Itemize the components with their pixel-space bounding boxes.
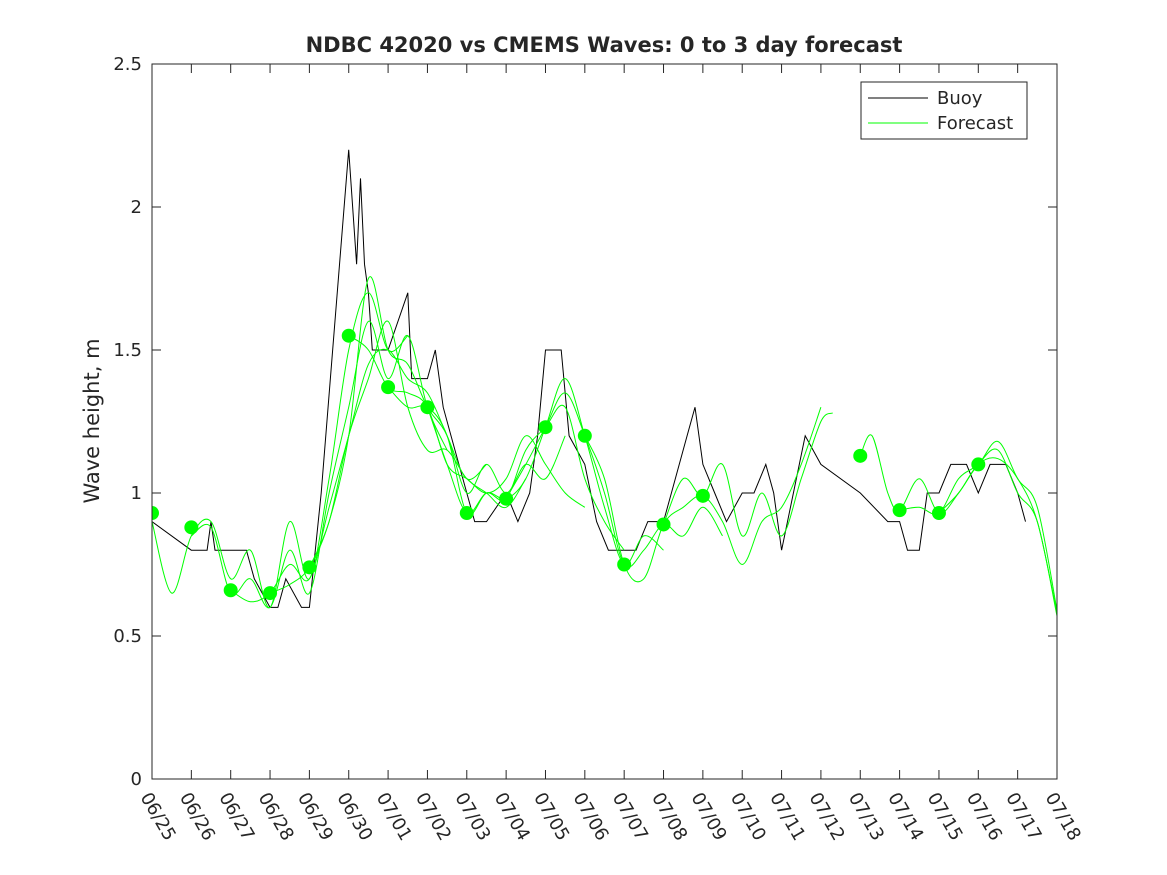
x-tick-label: 07/01: [372, 789, 416, 844]
y-tick-label: 0: [131, 769, 142, 790]
forecast-marker: [184, 520, 199, 535]
x-tick-label: 07/09: [687, 789, 731, 844]
forecast-marker: [341, 328, 356, 343]
forecast-marker: [302, 560, 317, 575]
x-tick-label: 06/26: [175, 789, 219, 844]
x-tick-label: 06/30: [332, 789, 376, 844]
y-tick-label: 0.5: [113, 626, 142, 647]
forecast-marker: [381, 380, 396, 395]
legend-buoy-label: Buoy: [937, 88, 983, 109]
forecast-line: [663, 412, 834, 537]
x-tick-label: 06/25: [136, 789, 180, 844]
x-tick-label: 07/08: [647, 789, 691, 844]
x-tick-label: 07/06: [568, 789, 612, 844]
forecast-marker: [695, 488, 710, 503]
forecast-line: [859, 434, 1057, 617]
x-tick-label: 06/28: [254, 789, 298, 844]
x-tick-label: 07/15: [923, 789, 967, 844]
chart-title: NDBC 42020 vs CMEMS Waves: 0 to 3 day fo…: [306, 33, 903, 57]
forecast-marker: [892, 503, 907, 518]
forecast-marker: [971, 457, 986, 472]
x-tick-label: 07/14: [883, 789, 927, 844]
y-tick-label: 1: [131, 483, 142, 504]
y-axis-label: Wave height, m: [80, 338, 104, 503]
forecast-marker: [152, 506, 159, 521]
forecast-marker: [420, 400, 435, 415]
x-tick-label: 07/13: [844, 789, 888, 844]
x-tick-label: 07/07: [608, 789, 652, 844]
forecast-marker: [223, 583, 238, 598]
forecast-marker: [577, 428, 592, 443]
forecast-marker: [617, 557, 632, 572]
x-tick-label: 07/04: [490, 789, 534, 844]
forecast-marker: [263, 586, 278, 601]
x-tick-label: 07/12: [805, 789, 849, 844]
y-tick-label: 2: [131, 197, 142, 218]
forecast-marker: [499, 491, 514, 506]
x-tick-label: 06/29: [293, 789, 337, 844]
forecast-marker: [853, 448, 868, 463]
x-tick-label: 06/27: [214, 789, 258, 844]
forecast-marker: [538, 420, 553, 435]
legend-forecast-label: Forecast: [937, 113, 1013, 134]
x-tick-label: 07/03: [450, 789, 494, 844]
x-tick-label: 07/17: [1001, 789, 1045, 844]
x-tick-label: 07/11: [765, 789, 809, 844]
x-tick-label: 07/10: [726, 789, 770, 844]
y-tick-label: 1.5: [113, 340, 142, 361]
legend-box: [860, 81, 1028, 140]
axes-box: [151, 63, 1058, 780]
x-tick-label: 07/02: [411, 789, 455, 844]
legend: Buoy Forecast: [860, 81, 1028, 140]
x-tick-label: 07/05: [529, 789, 573, 844]
plot-area: [152, 64, 1057, 779]
x-tick-label: 07/16: [962, 789, 1006, 844]
forecast-marker: [931, 506, 946, 521]
forecast-marker: [656, 517, 671, 532]
x-tick-label: 07/18: [1041, 789, 1085, 844]
forecast-marker: [459, 506, 474, 521]
forecast-line: [938, 457, 1057, 614]
forecast-line: [269, 320, 527, 594]
y-tick-label: 2.5: [113, 54, 142, 75]
